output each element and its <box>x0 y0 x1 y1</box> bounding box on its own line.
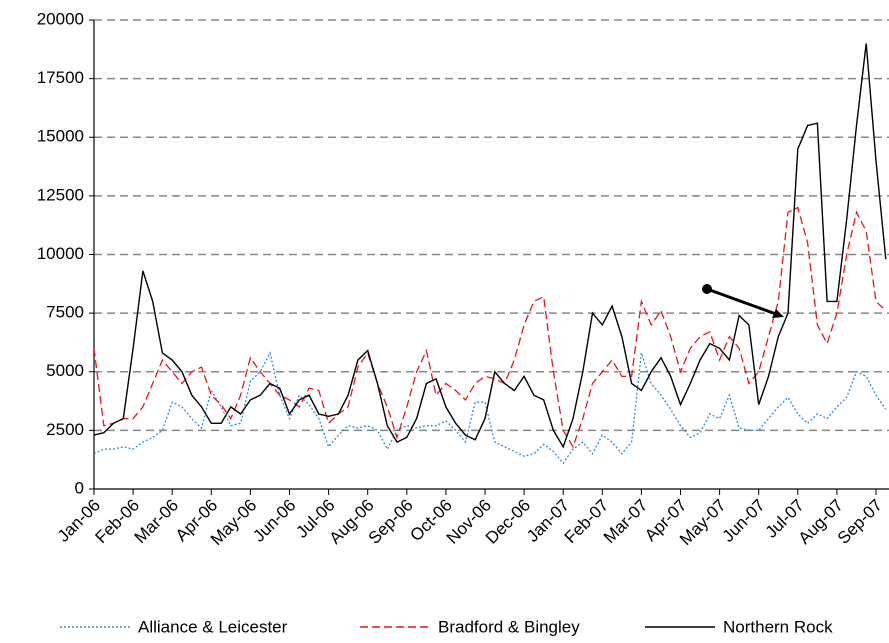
y-tick-label: 20000 <box>37 9 84 28</box>
plot <box>89 19 889 495</box>
y-tick-label: 5000 <box>46 361 84 380</box>
y-tick-label: 15000 <box>37 127 84 146</box>
annotation-arrow <box>706 287 777 316</box>
x-tick-label: Jun-07 <box>719 496 769 546</box>
x-tick-label: Dec-06 <box>482 496 534 548</box>
y-tick-label: 12500 <box>37 185 84 204</box>
x-tick-label: Mar-07 <box>600 496 652 548</box>
arrow-head <box>772 309 784 318</box>
arrow-dot <box>702 284 712 294</box>
series-line <box>93 351 887 465</box>
y-tick-label: 17500 <box>37 68 84 87</box>
x-tick-label: Sep-06 <box>365 496 417 548</box>
y-tick-label: 0 <box>75 478 84 497</box>
x-tick-label: Mar-06 <box>131 496 183 548</box>
series-line <box>93 206 887 449</box>
y-tick-label: 2500 <box>46 420 84 439</box>
y-tick-label: 10000 <box>37 244 84 263</box>
labels: 02500500075001000012500150001750020000Ja… <box>37 9 886 636</box>
legend-label: Bradford & Bingley <box>438 617 580 636</box>
x-tick-label: Sep-07 <box>834 496 886 548</box>
x-tick-label: Jun-06 <box>249 496 299 546</box>
legend-label: Northern Rock <box>723 617 833 636</box>
series-line <box>93 43 887 449</box>
y-tick-label: 7500 <box>46 303 84 322</box>
legend-label: Alliance & Leicester <box>138 617 288 636</box>
